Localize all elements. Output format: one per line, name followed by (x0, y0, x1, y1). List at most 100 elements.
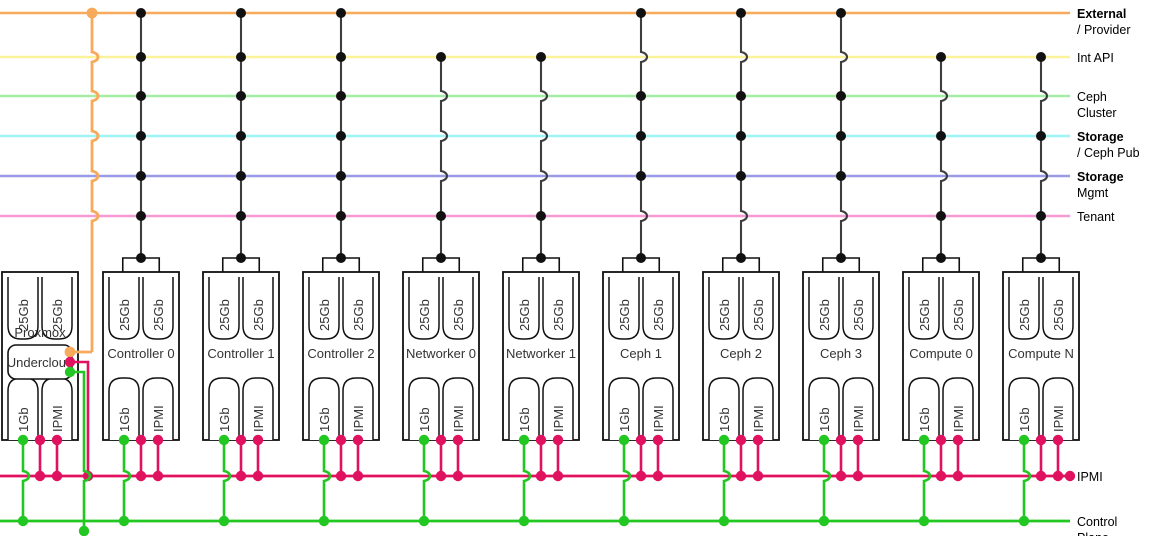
cp-bus-dot-compute0 (918, 515, 930, 527)
network-label-external: / Provider (1077, 23, 1131, 37)
ipmi-port-dot-controller1-0 (235, 434, 247, 446)
uplink-split-networker0 (421, 257, 461, 272)
nic-port-controller0-bottom-1[interactable] (142, 377, 174, 440)
nic-port-ceph3-top-0[interactable] (808, 277, 840, 340)
nic-label-networker0-top-1: 25Gb (451, 299, 466, 331)
uplink-dot-networker0 (436, 211, 446, 221)
uplink-dot-ceph1 (636, 131, 646, 141)
nic-port-ceph3-top-1[interactable] (842, 277, 874, 340)
uplink-dot-controller0 (136, 211, 146, 221)
nic-label-networker0-top-0: 25Gb (417, 299, 432, 331)
nic-label-controller1-bottom-0: 1Gb (217, 407, 232, 432)
uplink-split-ceph3 (821, 257, 861, 272)
uplink-split-compute0 (921, 257, 961, 272)
network-label-storagemgmt: Storage (1077, 170, 1124, 184)
cp-port-dot-ceph2 (718, 434, 730, 446)
cp-wire-ceph1 (622, 440, 632, 521)
nic-port-ceph3-bottom-0[interactable] (808, 377, 840, 440)
nic-port-networker1-bottom-1[interactable] (542, 377, 574, 440)
ipmi-bus-dot-controller0-1 (152, 470, 164, 482)
cp-wire-networker0 (422, 440, 432, 521)
nic-port-computeN-bottom-1[interactable] (1042, 377, 1074, 440)
uplink-wire-networker0 (439, 57, 449, 258)
cp-bus-dot-proxmox (17, 515, 29, 527)
node-label-computeN: Compute N (1008, 346, 1074, 361)
ipmi-port-dot-compute0-1 (952, 434, 964, 446)
uplink-dot-ceph2 (736, 131, 746, 141)
ipmi-port-dot-ceph3-0 (835, 434, 847, 446)
ipmi-bus-dot-ceph3-1 (852, 470, 864, 482)
uplink-dot-controller1 (236, 211, 246, 221)
nic-port-controller0-top-1[interactable] (142, 277, 174, 340)
nic-port-compute0-top-0[interactable] (908, 277, 940, 340)
ipmi-port-dot-controller0-1 (152, 434, 164, 446)
cp-bus-dot-networker0 (418, 515, 430, 527)
nic-label-ceph1-bottom-1: IPMI (651, 405, 666, 432)
nic-port-computeN-top-1[interactable] (1042, 277, 1074, 340)
nic-port-ceph2-bottom-1[interactable] (742, 377, 774, 440)
nic-port-controller2-top-0[interactable] (308, 277, 340, 340)
nic-port-controller2-bottom-1[interactable] (342, 377, 374, 440)
nic-port-networker0-top-1[interactable] (442, 277, 474, 340)
nic-port-networker1-bottom-0[interactable] (508, 377, 540, 440)
nic-port-compute0-bottom-0[interactable] (908, 377, 940, 440)
ipmi-bus-dot-controller0-0 (135, 470, 147, 482)
uplink-dot-controller2 (336, 8, 346, 18)
nic-label-ceph2-bottom-0: 1Gb (717, 407, 732, 432)
nic-port-compute0-bottom-1[interactable] (942, 377, 974, 440)
nic-label-networker1-bottom-0: 1Gb (517, 407, 532, 432)
nic-port-controller1-bottom-0[interactable] (208, 377, 240, 440)
ipmi-bus-dot-computeN-1 (1052, 470, 1064, 482)
uplink-dot-controller1 (236, 171, 246, 181)
cp-port-dot-networker1 (518, 434, 530, 446)
nic-port-ceph2-bottom-0[interactable] (708, 377, 740, 440)
ipmi-port-dot-ceph2-0 (735, 434, 747, 446)
nic-port-proxmox-top-0[interactable] (7, 277, 39, 340)
nic-label-networker0-bottom-0: 1Gb (417, 407, 432, 432)
cp-wire-ceph3 (822, 440, 832, 521)
uplink-dot-compute0 (936, 52, 946, 62)
ipmi-bus-dot-ceph2-0 (735, 470, 747, 482)
network-label-storagecephpub: / Ceph Pub (1077, 146, 1140, 160)
ipmi-bus-dot-controller1-1 (252, 470, 264, 482)
nic-label-ceph1-bottom-0: 1Gb (617, 407, 632, 432)
nic-port-ceph1-bottom-0[interactable] (608, 377, 640, 440)
uplink-dot-controller2 (336, 211, 346, 221)
nic-port-networker1-top-0[interactable] (508, 277, 540, 340)
nic-port-ceph2-top-1[interactable] (742, 277, 774, 340)
nic-port-controller0-top-0[interactable] (108, 277, 140, 340)
nic-port-networker0-top-0[interactable] (408, 277, 440, 340)
nic-port-controller0-bottom-0[interactable] (108, 377, 140, 440)
nic-label-controller2-bottom-0: 1Gb (317, 407, 332, 432)
uplink-dot-computeN (1036, 211, 1046, 221)
cp-bus-dot-networker1 (518, 515, 530, 527)
nic-port-controller1-bottom-1[interactable] (242, 377, 274, 440)
nic-port-controller1-top-0[interactable] (208, 277, 240, 340)
network-label-cephcluster: Cluster (1077, 106, 1117, 120)
ipmi-port-dot-networker1-0 (535, 434, 547, 446)
nic-port-networker0-bottom-0[interactable] (408, 377, 440, 440)
nic-port-networker1-top-1[interactable] (542, 277, 574, 340)
nic-port-controller2-bottom-0[interactable] (308, 377, 340, 440)
nic-port-controller1-top-1[interactable] (242, 277, 274, 340)
nic-port-computeN-bottom-0[interactable] (1008, 377, 1040, 440)
nic-port-ceph1-top-1[interactable] (642, 277, 674, 340)
nic-port-ceph2-top-0[interactable] (708, 277, 740, 340)
cp-wire-ceph2 (722, 440, 732, 521)
nic-port-ceph3-bottom-1[interactable] (842, 377, 874, 440)
ipmi-bus-dot-networker1-0 (535, 470, 547, 482)
nic-port-networker0-bottom-1[interactable] (442, 377, 474, 440)
node-label-networker1: Networker 1 (506, 346, 576, 361)
nic-port-proxmox-top-1[interactable] (41, 277, 73, 340)
nic-label-controller1-top-0: 25Gb (217, 299, 232, 331)
nic-label-compute0-bottom-0: 1Gb (917, 407, 932, 432)
nic-port-compute0-top-1[interactable] (942, 277, 974, 340)
ipmi-bus-dot-compute0-1 (952, 470, 964, 482)
ipmi-bus-dot-networker0-0 (435, 470, 447, 482)
node-label-ceph3: Ceph 3 (820, 346, 862, 361)
nic-port-ceph1-top-0[interactable] (608, 277, 640, 340)
nic-port-ceph1-bottom-1[interactable] (642, 377, 674, 440)
nic-port-computeN-top-0[interactable] (1008, 277, 1040, 340)
nic-label-controller0-bottom-1: IPMI (151, 405, 166, 432)
nic-port-controller2-top-1[interactable] (342, 277, 374, 340)
